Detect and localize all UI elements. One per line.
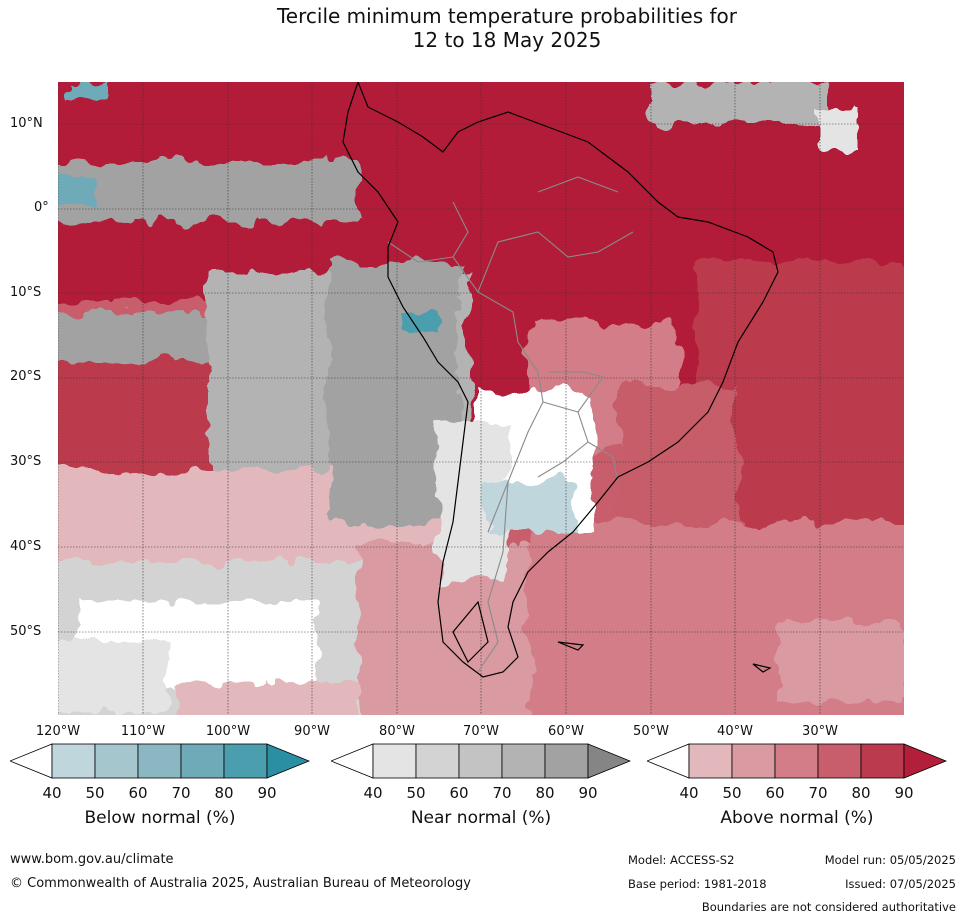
below-normal-title: Below normal (%) xyxy=(84,808,236,828)
lon-label-80w: 80°W xyxy=(379,724,415,739)
above-normal-swatch-0 xyxy=(647,743,690,779)
footer-base-period: Base period: 1981-2018 xyxy=(628,877,767,891)
near-normal-swatch-3 xyxy=(458,743,503,779)
footer-model-run: Model run: 05/05/2025 xyxy=(824,853,956,867)
colorbar-above-normal xyxy=(647,743,947,779)
lon-label-60w: 60°W xyxy=(548,724,584,739)
below-normal-swatch-0 xyxy=(10,743,53,779)
lon-label-110w: 110°W xyxy=(120,724,166,739)
below-normal-tick: 60 xyxy=(128,784,148,802)
lon-label-120w: 120°W xyxy=(35,724,81,739)
below-normal-swatch-4 xyxy=(180,743,225,779)
coastlines xyxy=(342,82,779,678)
below-normal-swatch-1 xyxy=(51,743,96,779)
lat-label-10n: 10°N xyxy=(10,116,43,131)
footer-model: Model: ACCESS-S2 xyxy=(628,853,735,867)
above-normal-swatch-1 xyxy=(688,743,733,779)
colorbar-near-normal xyxy=(331,743,631,779)
near-normal-tick: 90 xyxy=(578,784,598,802)
above-normal-tick: 80 xyxy=(851,784,871,802)
lon-label-70w: 70°W xyxy=(463,724,499,739)
footer-copyright: © Commonwealth of Australia 2025, Austra… xyxy=(10,876,471,891)
above-normal-swatch-3 xyxy=(774,743,819,779)
near-normal-swatch-1 xyxy=(372,743,417,779)
near-normal-swatch-2 xyxy=(415,743,460,779)
near-normal-tick: 40 xyxy=(363,784,383,802)
below-normal-tick: 50 xyxy=(85,784,105,802)
near-normal-tick: 50 xyxy=(406,784,426,802)
below-normal-swatch-6 xyxy=(266,743,310,779)
lat-label-10s: 10°S xyxy=(10,285,42,300)
above-normal-tick: 60 xyxy=(765,784,785,802)
below-normal-tick: 40 xyxy=(42,784,62,802)
above-normal-swatch-5 xyxy=(860,743,905,779)
near-normal-swatch-5 xyxy=(544,743,589,779)
near-normal-swatch-6 xyxy=(587,743,631,779)
near-normal-swatch-4 xyxy=(501,743,546,779)
footer-issued: Issued: 07/05/2025 xyxy=(845,877,956,891)
lat-label-40s: 40°S xyxy=(10,539,42,554)
above-normal-title: Above normal (%) xyxy=(720,808,874,828)
title-line-1: Tercile minimum temperature probabilitie… xyxy=(276,4,738,28)
lon-label-100w: 100°W xyxy=(205,724,251,739)
probability-map xyxy=(58,82,904,715)
lon-label-50w: 50°W xyxy=(633,724,669,739)
near-normal-tick: 80 xyxy=(535,784,555,802)
lat-label-20s: 20°S xyxy=(10,369,42,384)
above-normal-swatch-2 xyxy=(731,743,776,779)
near-normal-tick: 70 xyxy=(492,784,512,802)
country-boundaries xyxy=(387,176,634,673)
lon-label-90w: 90°W xyxy=(294,724,330,739)
colorbar-below-normal xyxy=(10,743,310,779)
lon-label-40w: 40°W xyxy=(717,724,753,739)
above-normal-swatch-6 xyxy=(903,743,947,779)
below-normal-tick: 90 xyxy=(257,784,277,802)
lat-label-30s: 30°S xyxy=(10,454,42,469)
below-normal-swatch-3 xyxy=(137,743,182,779)
map-title: Tercile minimum temperature probabilitie… xyxy=(0,4,965,52)
near-normal-swatch-0 xyxy=(331,743,374,779)
below-normal-tick: 70 xyxy=(171,784,191,802)
above-normal-tick: 40 xyxy=(679,784,699,802)
above-normal-swatch-4 xyxy=(817,743,862,779)
lon-label-30w: 30°W xyxy=(802,724,838,739)
title-line-2: 12 to 18 May 2025 xyxy=(412,28,602,52)
below-normal-swatch-5 xyxy=(223,743,268,779)
below-normal-tick: 80 xyxy=(214,784,234,802)
graticule xyxy=(58,82,904,715)
above-normal-tick: 70 xyxy=(808,784,828,802)
footer-disclaimer: Boundaries are not considered authoritat… xyxy=(701,900,956,914)
above-normal-tick: 90 xyxy=(894,784,914,802)
below-normal-swatch-2 xyxy=(94,743,139,779)
lat-label-50s: 50°S xyxy=(10,624,42,639)
lat-label-0: 0° xyxy=(34,200,49,215)
near-normal-tick: 60 xyxy=(449,784,469,802)
footer-url: www.bom.gov.au/climate xyxy=(10,852,174,867)
above-normal-tick: 50 xyxy=(722,784,742,802)
near-normal-title: Near normal (%) xyxy=(410,808,552,828)
